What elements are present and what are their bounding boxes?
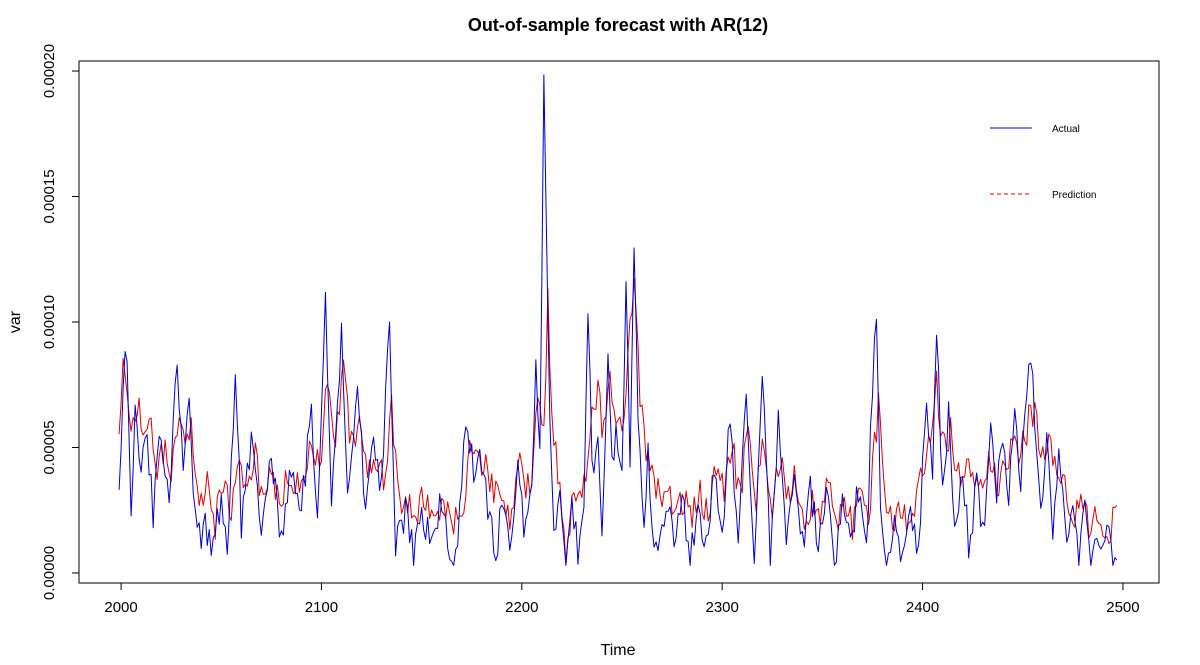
x-tick-label: 2000 xyxy=(104,599,137,616)
x-tick-label: 2500 xyxy=(1106,599,1139,616)
x-axis-label: Time xyxy=(601,642,636,659)
y-tick-label: 0.00005 xyxy=(41,420,58,474)
series-line-prediction xyxy=(118,278,1118,564)
y-axis-label: var xyxy=(7,310,24,333)
x-tick-label: 2300 xyxy=(706,599,739,616)
legend: Actual Prediction xyxy=(990,124,1096,201)
y-tick-label: 0.00010 xyxy=(41,295,58,349)
plot-frame xyxy=(78,60,1160,584)
chart-title: Out-of-sample forecast with AR(12) xyxy=(468,15,768,35)
y-tick-label: 0.00000 xyxy=(41,546,58,600)
legend-label-prediction: Prediction xyxy=(1052,190,1096,201)
x-tick-label: 2100 xyxy=(305,599,338,616)
x-tick-label: 2400 xyxy=(906,599,939,616)
series-layer xyxy=(118,74,1118,566)
y-axis: 0.00000 0.00005 0.00010 0.00015 0.00020 xyxy=(41,44,80,600)
legend-label-actual: Actual xyxy=(1052,124,1080,135)
y-tick-label: 0.00020 xyxy=(41,44,58,98)
x-axis: 2000 2100 2200 2300 2400 2500 xyxy=(104,582,1140,616)
y-tick-label: 0.00015 xyxy=(41,169,58,223)
x-tick-label: 2200 xyxy=(505,599,538,616)
series-line-actual xyxy=(118,74,1118,566)
